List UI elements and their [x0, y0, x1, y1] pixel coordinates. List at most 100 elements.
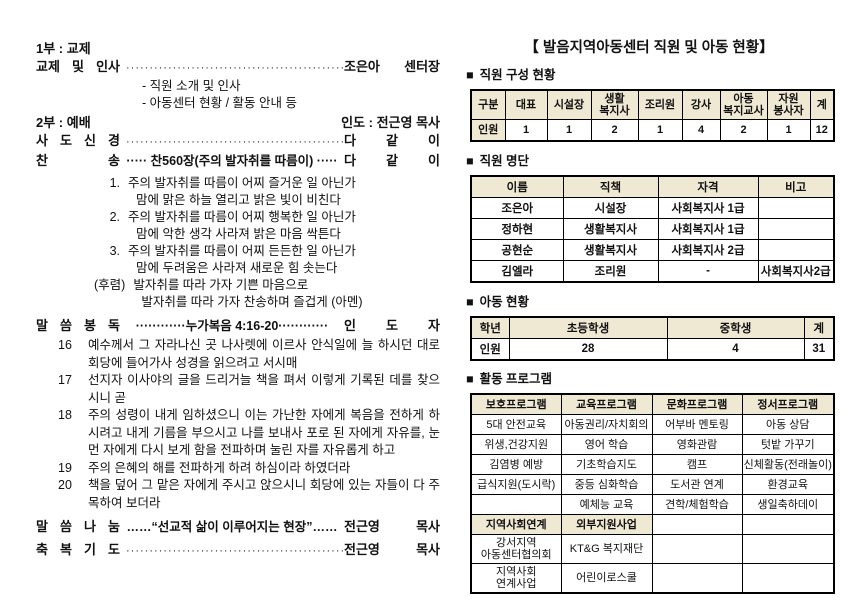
order-item-greeting: 교제 및 인사 ································… — [36, 58, 440, 77]
table-cell — [470, 494, 562, 515]
hymn-verse-number: 3. — [109, 244, 120, 258]
table-cell: 정하현 — [470, 218, 564, 240]
sharing-label: 말 씀 나 눔 — [36, 519, 120, 534]
table-cell: 견학/체험학습 — [651, 494, 743, 515]
sharing-by: 전근영 목사 — [344, 519, 440, 534]
sub-item: - 아동센터 현황 / 활동 안내 등 — [142, 96, 297, 110]
table-header-cell: 비고 — [757, 175, 835, 198]
table-cell: 예체능 교육 — [560, 494, 653, 515]
staff-composition-table: 구분 대표 시설장 생활 복지사 조리원 강사 아동 복지교사 자원 봉사자 계 인원 1 1 2 1 4 2… — [470, 89, 835, 142]
reading-reference: ············누가복음 4:16-20············ — [135, 319, 329, 333]
scripture-verse: 20 책을 덮어 그 맡은 자에게 주시고 앉으시니 회당에 있는 자들이 다 … — [58, 477, 440, 512]
section-title-text: 직원 구성 현황 — [479, 68, 556, 82]
hymn-line-1: 발자취를 따라 가자 기쁜 마음으로 — [133, 278, 309, 292]
hymn-verse-number: 1. — [109, 176, 120, 190]
table-row: 보호프로그램 교육프로그램 문화프로그램 정서프로그램 — [470, 393, 835, 415]
verse-number: 18 — [58, 408, 72, 422]
part2-leader: 인도 : 전근영 목사 — [341, 115, 440, 130]
verse-number: 17 — [58, 373, 72, 387]
table-cell: 인원 — [470, 338, 510, 361]
table-row: 급식지원(도시락) 중등 심화학습 도서관 연계 환경교육 — [470, 474, 835, 495]
table-row: 조은아 시설장 사회복지사 1급 — [470, 197, 835, 219]
hymn-line-1: 주의 발자취를 따름이 어찌 행복한 일 아닌가 — [128, 210, 356, 224]
table-cell: 어부바 멘토링 — [651, 414, 743, 435]
section-title-composition: ■ 직원 구성 현황 — [466, 68, 835, 83]
hymn-verse: 3. 주의 발자취를 따름이 어찌 든든한 일 아닌가 맘에 두려움은 사라져 … — [94, 243, 440, 277]
table-header-cell: 직책 — [562, 175, 659, 198]
dotted-leader: ········································… — [126, 62, 344, 74]
table-cell: 기초학습지도 — [560, 454, 653, 475]
hymn-by: 다 같 이 — [344, 153, 440, 168]
table-cell: 생활복지사 — [562, 218, 659, 240]
hymn-label: 찬 송 — [36, 153, 120, 168]
order-item-benediction: 축 복 기 도 ································… — [36, 541, 440, 560]
table-cell — [757, 218, 835, 240]
part2-row: 2부 : 예배 인도 : 전근영 목사 — [36, 114, 440, 132]
order-item-creed: 사 도 신 경 ································… — [36, 132, 440, 151]
table-cell: 4 — [666, 338, 805, 361]
table-cell — [757, 239, 835, 261]
order-item-reading: 말 씀 봉 독 ············누가복음 4:16-20········… — [36, 317, 440, 335]
reading-by: 인 도 자 — [344, 318, 440, 333]
table-cell: 5대 안전교육 — [470, 414, 562, 435]
table-cell: 신체활동(전래놀이) — [741, 454, 835, 475]
table-cell — [651, 534, 743, 564]
section-marker-icon: ■ — [466, 372, 474, 386]
table-cell — [757, 197, 835, 219]
table-row: 김염병 예방 기초학습지도 캠프 신체활동(전래놀이) — [470, 454, 835, 475]
table-row: 구분 대표 시설장 생활 복지사 조리원 강사 아동 복지교사 자원 봉사자 계 — [470, 89, 835, 120]
verse-text: 예수께서 그 자라나신 곳 나사렛에 이르사 안식일에 늘 하시던 대로 회당에… — [88, 338, 440, 370]
hymn-line-2: 맘에 악한 생각 사라져 밝은 마음 싹튼다 — [136, 227, 341, 241]
section-title-text: 아동 현황 — [479, 295, 530, 309]
worship-order-column: 1부 : 교제 교제 및 인사 ························… — [36, 40, 440, 561]
table-cell: 1 — [637, 119, 683, 142]
table-cell: 지역사회 연계사업 — [470, 563, 562, 594]
dotted-leader: ········································… — [126, 136, 344, 148]
table-row: 이름 직책 자격 비고 — [470, 175, 835, 198]
reading-label: 말 씀 봉 독 — [36, 318, 120, 333]
table-cell: 텃밭 가꾸기 — [741, 434, 835, 455]
table-row: 지역사회 연계사업 어린이로스쿨 — [470, 563, 835, 594]
creed-label: 사 도 신 경 — [36, 133, 120, 148]
part1-title: 1부 : 교제 — [36, 41, 91, 56]
table-row: 지역사회연계 외부지원사업 — [470, 514, 835, 535]
table-header-cell: 아동 복지교사 — [719, 89, 768, 120]
table-header-cell: 강사 — [681, 89, 721, 120]
table-cell: 강서지역 아동센터협의회 — [470, 534, 562, 564]
verse-number: 19 — [58, 460, 72, 475]
table-cell — [651, 514, 743, 535]
activity-programs-table: 보호프로그램 교육프로그램 문화프로그램 정서프로그램 5대 안전교육 아동권리/자치회의… — [470, 393, 835, 594]
section-title-children: ■ 아동 현황 — [466, 295, 835, 310]
table-header-cell: 초등학생 — [508, 316, 668, 339]
table-row: 인원 1 1 2 1 4 2 1 12 — [470, 119, 835, 142]
table-cell: 생일축하데이 — [741, 494, 835, 515]
table-header-cell: 외부지원사업 — [560, 514, 653, 535]
scripture-verse: 16 예수께서 그 자라나신 곳 나사렛에 이르사 안식일에 늘 하시던 대로 … — [58, 337, 440, 372]
table-header-cell: 이름 — [470, 175, 564, 198]
section-marker-icon: ■ — [466, 295, 474, 309]
hymn-verse-number: (후렴) — [94, 278, 126, 292]
table-cell: 31 — [803, 338, 835, 361]
table-row: 강서지역 아동센터협의회 KT&G 복지재단 — [470, 534, 835, 564]
table-header-cell: 구분 — [470, 89, 506, 120]
table-header-cell: 대표 — [504, 89, 548, 120]
table-cell: 캠프 — [651, 454, 743, 475]
table-cell: 1 — [546, 119, 592, 142]
table-header-cell: 자원 봉사자 — [766, 89, 811, 120]
verse-text: 주의 은혜의 해를 전파하게 하려 하심이라 하였더라 — [88, 460, 351, 475]
hymn-verse-number: 2. — [109, 210, 120, 224]
table-header-cell: 지역사회연계 — [470, 514, 562, 535]
hymn-line-2: 맘에 두려움은 사라져 새로운 힘 솟는다 — [136, 261, 338, 275]
table-cell: 공현순 — [470, 239, 564, 261]
table-cell: 조리원 — [562, 260, 659, 283]
hymn-line-2: 발자취를 따라 가자 찬송하며 즐겁게 (아멘) — [141, 295, 363, 309]
table-cell — [741, 563, 835, 594]
table-header-cell: 정서프로그램 — [741, 393, 835, 415]
table-cell: 사회복지사 1급 — [657, 197, 759, 219]
table-cell: 사회복지사 2급 — [657, 239, 759, 261]
table-cell: 중등 심화학습 — [560, 474, 653, 495]
table-header-cell: 인원 — [470, 119, 506, 142]
hymn-verse: 2. 주의 발자취를 따름이 어찌 행복한 일 아닌가 맘에 악한 생각 사라져… — [94, 209, 440, 243]
table-cell: 환경교육 — [741, 474, 835, 495]
